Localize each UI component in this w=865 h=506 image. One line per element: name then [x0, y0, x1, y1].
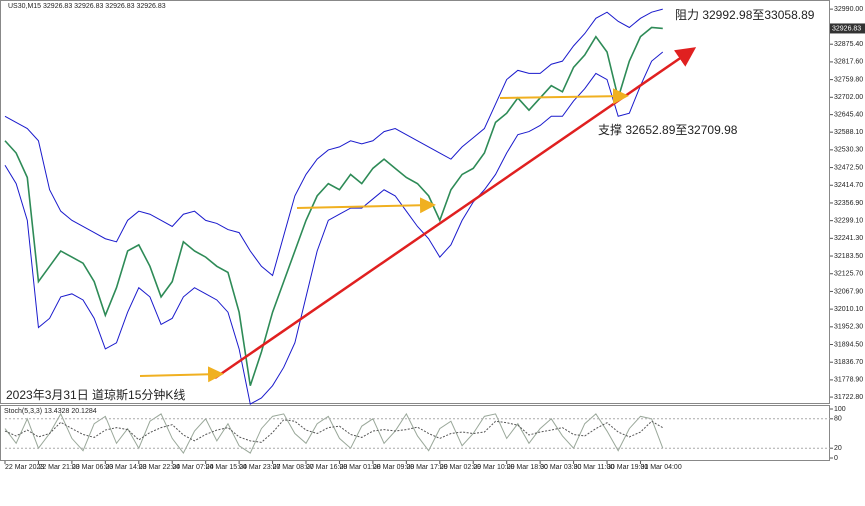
y-tick-label: 31722.80: [834, 394, 863, 401]
y-tick-label: 32125.70: [834, 271, 863, 278]
y-tick-label: 32010.10: [834, 306, 863, 313]
x-tick-label: 23 Mar 14:00: [105, 464, 146, 471]
series-line: [4, 419, 664, 443]
trend-line: [214, 47, 697, 380]
y-tick-label: 80: [834, 416, 842, 423]
support-line: [139, 366, 224, 383]
support-line: [499, 88, 629, 105]
y-tick-label: 32875.40: [834, 41, 863, 48]
y-tick-label: 31836.70: [834, 359, 863, 366]
y-tick-label: 31894.50: [834, 341, 863, 348]
x-tick-label: 29 Mar 18:00: [507, 464, 548, 471]
y-tick-label: 32414.70: [834, 182, 863, 189]
x-tick-label: 22 Mar 21:00: [38, 464, 79, 471]
y-tick-label: 32067.90: [834, 288, 863, 295]
y-tick-label: 32759.80: [834, 76, 863, 83]
x-tick-label: 29 Mar 10:00: [473, 464, 514, 471]
y-tick-label: 31952.30: [834, 324, 863, 331]
y-tick-label: 32817.60: [834, 59, 863, 66]
x-tick-label: 23 Mar 22:00: [139, 464, 180, 471]
price-label: 32926.83: [832, 25, 861, 32]
annotation: 支撑 32652.89至32709.98: [598, 122, 738, 137]
x-tick-label: 27 Mar 16:00: [306, 464, 347, 471]
y-tick-label: 32472.50: [834, 164, 863, 171]
x-tick-label: 23 Mar 06:00: [72, 464, 113, 471]
x-tick-label: 31 Mar 04:00: [640, 464, 681, 471]
y-tick-label: 20: [834, 445, 842, 452]
y-tick-label: 32299.10: [834, 217, 863, 224]
x-tick-label: 28 Mar 09:00: [373, 464, 414, 471]
y-tick-label: 32241.30: [834, 235, 863, 242]
y-tick-label: 32990.00: [834, 6, 863, 13]
x-tick-label: 28 Mar 01:00: [339, 464, 380, 471]
series-line: [4, 51, 664, 405]
y-tick-label: 32183.50: [834, 253, 863, 260]
x-tick-label: 27 Mar 08:00: [273, 464, 314, 471]
series-line: [4, 8, 663, 277]
x-tick-label: 30 Mar 19:00: [607, 464, 648, 471]
x-tick-label: 22 Mar 2023: [5, 464, 44, 471]
y-tick-label: 32702.00: [834, 94, 863, 101]
indicator-title: Stoch(5,3,3) 13.4328 20.1284: [4, 408, 97, 415]
y-tick-label: 0: [834, 455, 838, 462]
annotation: 阻力 32992.98至33058.89: [675, 8, 815, 22]
x-tick-label: 30 Mar 11:00: [574, 464, 615, 471]
y-tick-label: 32645.40: [834, 111, 863, 118]
stoch-panel: [0, 405, 830, 461]
annotation: 2023年3月31日 道琼斯15分钟K线: [6, 387, 185, 402]
x-tick-label: 30 Mar 03:00: [540, 464, 581, 471]
x-tick-label: 29 Mar 02:00: [440, 464, 481, 471]
series-line: [4, 26, 663, 386]
x-tick-label: 28 Mar 17:00: [406, 464, 447, 471]
price-box: [830, 23, 865, 34]
y-tick-label: 32530.30: [834, 147, 863, 154]
x-tick-label: 24 Mar 15:00: [206, 464, 247, 471]
y-tick-label: 100: [834, 406, 846, 413]
main-panel: [0, 0, 830, 404]
y-tick-label: 32356.90: [834, 200, 863, 207]
x-tick-label: 24 Mar 23:00: [239, 464, 280, 471]
x-tick-label: 24 Mar 07:00: [172, 464, 213, 471]
header: US30,M15 32926.83 32926.83 32926.83 3292…: [8, 3, 166, 10]
plot-area: [4, 8, 664, 455]
support-line: [296, 197, 436, 214]
y-tick-label: 32588.10: [834, 129, 863, 136]
y-tick-label: 31778.90: [834, 377, 863, 384]
